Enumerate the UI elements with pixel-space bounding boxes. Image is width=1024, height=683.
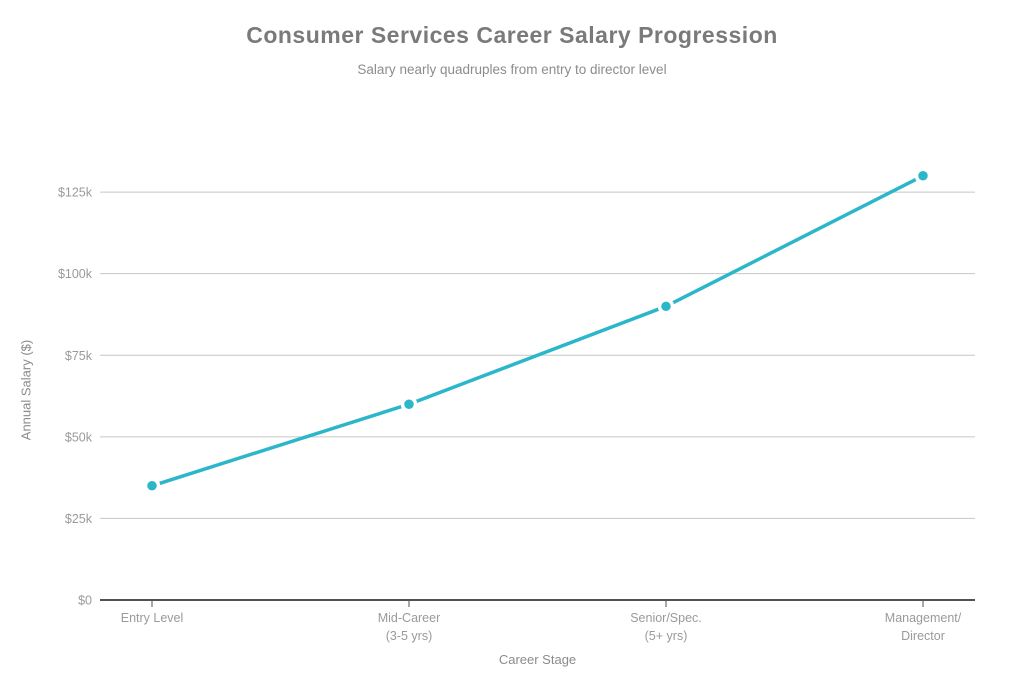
y-tick-label: $25k [65,512,93,526]
x-tick-label: (5+ yrs) [645,629,688,643]
salary-line [150,174,925,488]
x-tick-label: Mid-Career [378,611,441,625]
data-point-marker [914,167,932,185]
y-tick-label: $75k [65,349,93,363]
chart-subtitle: Salary nearly quadruples from entry to d… [357,62,667,77]
y-tick-label: $125k [58,186,93,200]
data-point-marker [143,477,161,495]
x-tick-label: Management/ [885,611,962,625]
x-axis-title: Career Stage [498,652,577,667]
data-point-marker [657,298,675,315]
x-tick-label: Entry Level [121,611,184,625]
x-tick-label: Senior/Spec. [630,611,702,625]
y-tick-label: $0 [78,594,92,608]
x-tick-label: (3-5 yrs) [386,629,433,643]
data-point-marker [400,395,418,413]
x-tick-label: Director [901,629,945,643]
y-tick-label: $100k [58,267,93,281]
y-tick-label: $50k [65,430,93,444]
chart-title: Consumer Services Career Salary Progress… [246,22,778,48]
